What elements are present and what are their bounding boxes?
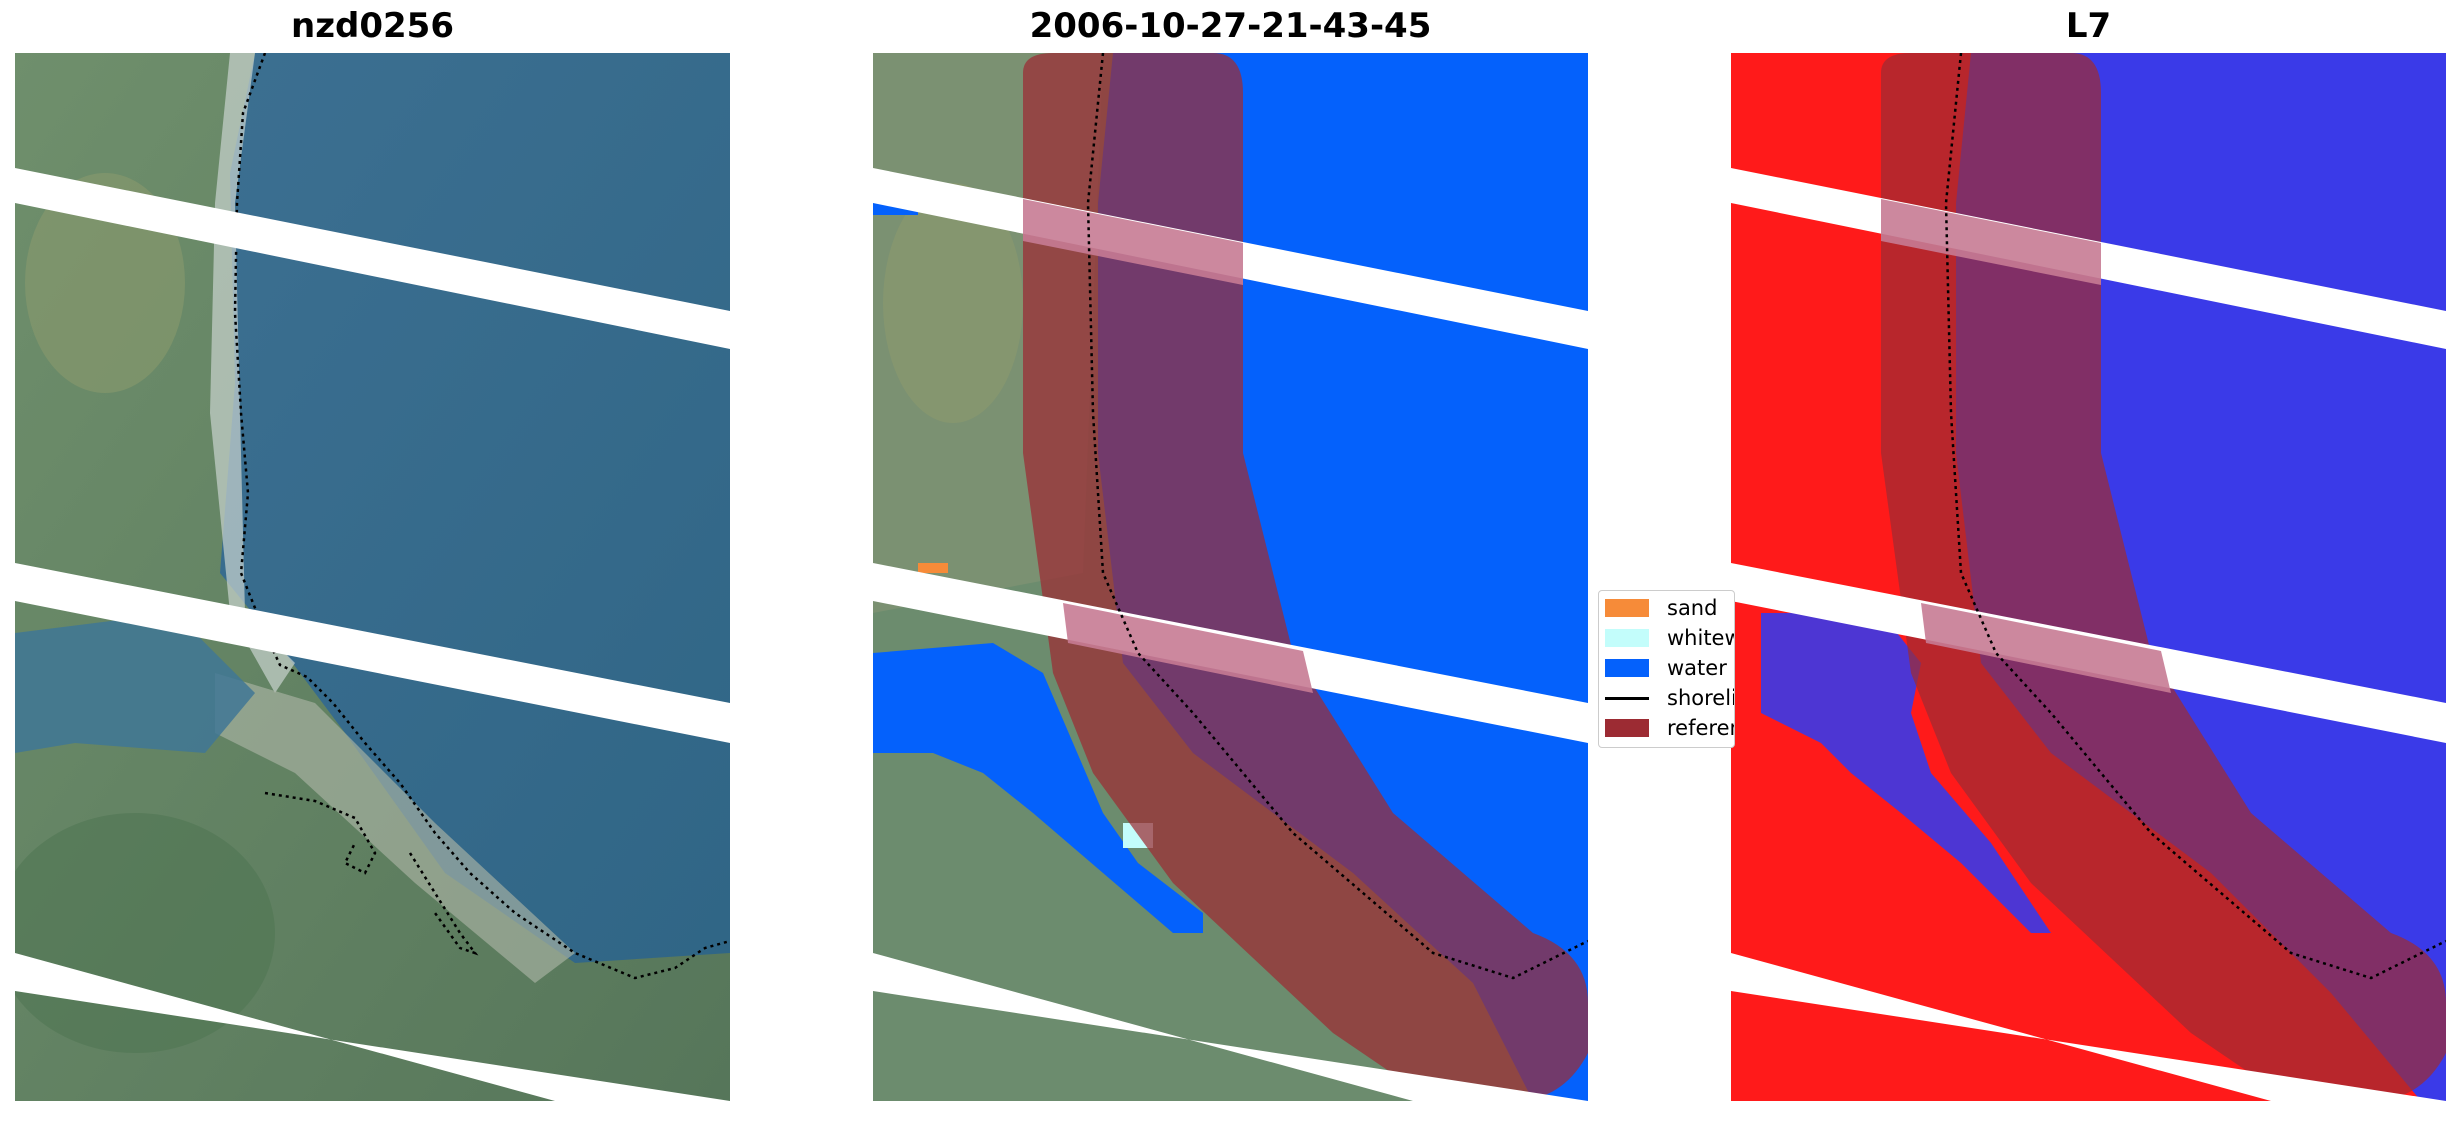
classified-image <box>873 53 1588 1101</box>
legend-swatch-sand <box>1605 599 1649 617</box>
legend-item-reference: reference <box>1605 715 1734 741</box>
index-image <box>1731 53 2446 1101</box>
panel-title-rgb: nzd0256 <box>291 6 454 46</box>
legend-label-water: water <box>1667 656 1727 680</box>
panel-title-classified: 2006-10-27-21-43-45 <box>1029 6 1432 46</box>
legend-swatch-water <box>1605 659 1649 677</box>
legend-label-reference: reference <box>1667 716 1734 740</box>
rgb-image <box>15 53 730 1101</box>
legend-item-water: water <box>1605 655 1727 681</box>
legend-item-sand: sand <box>1605 595 1717 621</box>
legend-item-shoreline: shoreline <box>1605 685 1734 711</box>
legend-swatch-shoreline <box>1605 696 1649 700</box>
rgb-image-panel <box>15 53 730 1101</box>
legend-label-sand: sand <box>1667 596 1718 620</box>
legend-label-shoreline: shoreline <box>1667 686 1734 710</box>
classified-image-panel <box>873 53 1588 1101</box>
panel-title-index: L7 <box>2065 6 2112 46</box>
legend-swatch-whitewater <box>1605 629 1649 647</box>
index-image-panel <box>1731 53 2446 1101</box>
legend-swatch-reference <box>1605 719 1649 737</box>
